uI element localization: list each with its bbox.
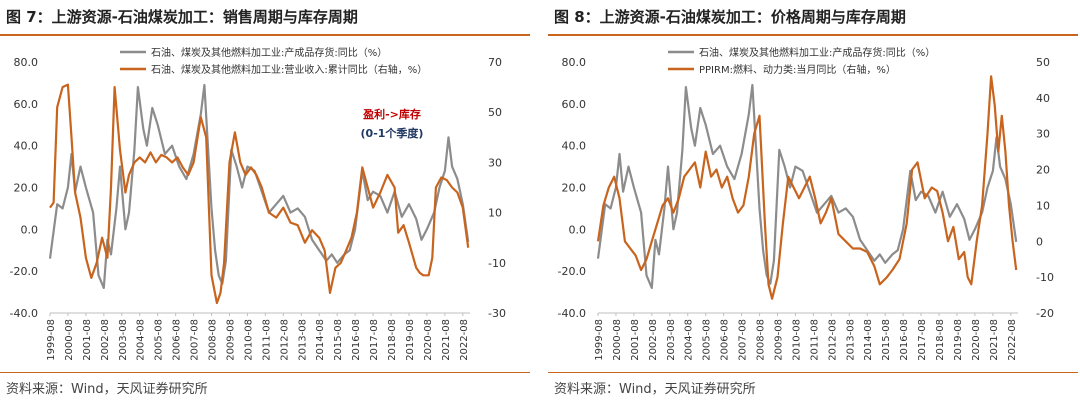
- x-tick-label: 2002-08: [648, 319, 659, 361]
- x-tick-label: 2008-08: [208, 319, 219, 361]
- x-tick-label: 2003-08: [666, 319, 677, 361]
- x-tick-label: 2002-08: [100, 319, 111, 361]
- x-tick-label: 2012-08: [827, 319, 838, 361]
- legend-label: 石油、煤炭及其他燃料加工业:营业收入:累计同比（右轴，%）: [151, 63, 427, 76]
- x-tick-label: 2007-08: [738, 319, 749, 361]
- x-tick-label: 2010-08: [791, 319, 802, 361]
- x-tick-label: 2020-08: [971, 319, 982, 361]
- chart-panel-left: 图 7：上游资源-石油煤炭加工：销售周期与库存周期 80.0 60.0 40.0 20…: [0, 0, 530, 405]
- x-tick-label: 2021-08: [441, 319, 452, 361]
- x-tick-label: 2004-08: [136, 319, 147, 361]
- y-tick-label-right: -30: [488, 307, 506, 320]
- y-tick-label-right: 0: [1036, 235, 1043, 248]
- x-tick-label: 2009-08: [773, 319, 784, 361]
- source-rule: [548, 372, 1078, 373]
- annotation-text: (0-1个季度): [361, 126, 424, 140]
- y-tick-label-left: 0.0: [21, 223, 39, 236]
- x-tick-label: 2021-08: [989, 319, 1000, 361]
- title-rule: [548, 34, 1078, 36]
- x-tick-label: 2015-08: [881, 319, 892, 361]
- y-tick-label-right: 10: [488, 207, 502, 220]
- x-tick-label: 2017-08: [917, 319, 928, 361]
- y-tick-label-left: 60.0: [562, 98, 587, 111]
- series-line-2: [596, 75, 1018, 300]
- y-tick-label-right: -20: [1036, 307, 1054, 320]
- line-chart: 80.0 60.0 40.0 20.0 0.0 -20.0 -40.0 50 40 30 20 10 0…: [558, 46, 1054, 361]
- legend-label: 石油、煤炭及其他燃料加工业:产成品存货:同比（%）: [699, 46, 935, 59]
- x-tick-label: 2018-08: [935, 319, 946, 361]
- x-tick-label: 2001-08: [630, 319, 641, 361]
- y-tick-label-left: 40.0: [14, 140, 39, 153]
- title-rule: [0, 34, 530, 36]
- x-tick-label: 2020-08: [423, 319, 434, 361]
- x-tick-label: 2005-08: [702, 319, 713, 361]
- x-tick-label: 2014-08: [863, 319, 874, 361]
- y-tick-label-left: 80.0: [14, 56, 39, 69]
- x-tick-label: 2007-08: [190, 319, 201, 361]
- y-tick-label-left: 20.0: [562, 182, 587, 195]
- x-tick-label: 2017-08: [369, 319, 380, 361]
- y-tick-label-right: 50: [1036, 56, 1050, 69]
- y-tick-label-right: 30: [488, 156, 502, 169]
- x-tick-label: 1999-08: [46, 319, 57, 361]
- x-tick-label: 2006-08: [172, 319, 183, 361]
- y-tick-label-right: 70: [488, 56, 502, 69]
- y-tick-label-right: 10: [1036, 199, 1050, 212]
- x-tick-label: 2006-08: [720, 319, 731, 361]
- x-tick-label: 2019-08: [953, 319, 964, 361]
- y-tick-label-right: 50: [488, 106, 502, 119]
- x-tick-label: 1999-08: [594, 319, 605, 361]
- y-tick-label-left: 40.0: [562, 140, 587, 153]
- y-tick-label-left: 60.0: [14, 98, 39, 111]
- y-tick-label-left: 80.0: [562, 56, 587, 69]
- x-tick-label: 2016-08: [899, 319, 910, 361]
- x-tick-label: 2011-08: [261, 319, 272, 361]
- line-chart: 80.0 60.0 40.0 20.0 0.0 -20.0 -40.0 70 50 30 10 -10…: [10, 46, 506, 361]
- x-tick-label: 2013-08: [297, 319, 308, 361]
- x-tick-label: 2000-08: [612, 319, 623, 361]
- y-tick-label-left: -40.0: [10, 307, 38, 320]
- x-tick-label: 2000-08: [64, 319, 75, 361]
- y-tick-label-left: -20.0: [558, 265, 586, 278]
- x-tick-label: 2003-08: [118, 319, 129, 361]
- source-note: 资料来源：Wind，天风证券研究所: [554, 382, 756, 397]
- series-line-1: [48, 83, 470, 289]
- y-tick-label-left: 20.0: [14, 182, 39, 195]
- x-tick-label: 2008-08: [756, 319, 767, 361]
- x-tick-label: 2022-08: [459, 319, 470, 361]
- x-tick-label: 2004-08: [684, 319, 695, 361]
- source-rule: [0, 372, 530, 373]
- x-tick-label: 2019-08: [405, 319, 416, 361]
- x-tick-label: 2005-08: [154, 319, 165, 361]
- x-tick-label: 2013-08: [845, 319, 856, 361]
- x-tick-label: 2012-08: [279, 319, 290, 361]
- x-tick-label: 2009-08: [225, 319, 236, 361]
- x-tick-label: 2016-08: [351, 319, 362, 361]
- source-note: 资料来源：Wind，天风证券研究所: [6, 382, 208, 397]
- legend-label: PPIRM:燃料、动力类:当月同比（右轴，%）: [699, 63, 896, 76]
- series-line-1: [596, 83, 1018, 289]
- y-tick-label-right: 30: [1036, 128, 1050, 141]
- y-tick-label-right: 20: [1036, 164, 1050, 177]
- x-tick-label: 2018-08: [387, 319, 398, 361]
- x-tick-label: 2015-08: [333, 319, 344, 361]
- series-line-2: [49, 83, 470, 305]
- y-tick-label-right: 40: [1036, 92, 1050, 105]
- y-tick-label-right: -10: [488, 257, 506, 270]
- figure-title: 图 8：上游资源-石油煤炭加工：价格周期与库存周期: [554, 8, 906, 26]
- y-tick-label-left: 0.0: [569, 223, 587, 236]
- chart-panel-right: 图 8：上游资源-石油煤炭加工：价格周期与库存周期 80.0 60.0 40.0 20…: [548, 0, 1078, 405]
- x-tick-label: 2022-08: [1007, 319, 1018, 361]
- x-tick-label: 2014-08: [315, 319, 326, 361]
- y-tick-label-left: -20.0: [10, 265, 38, 278]
- y-tick-label-left: -40.0: [558, 307, 586, 320]
- legend-label: 石油、煤炭及其他燃料加工业:产成品存货:同比（%）: [151, 46, 387, 59]
- annotation-text: 盈利->库存: [362, 107, 421, 121]
- y-tick-label-right: -10: [1036, 271, 1054, 284]
- x-tick-label: 2001-08: [82, 319, 93, 361]
- figure-title: 图 7：上游资源-石油煤炭加工：销售周期与库存周期: [6, 8, 358, 26]
- x-tick-label: 2010-08: [243, 319, 254, 361]
- x-tick-label: 2011-08: [809, 319, 820, 361]
